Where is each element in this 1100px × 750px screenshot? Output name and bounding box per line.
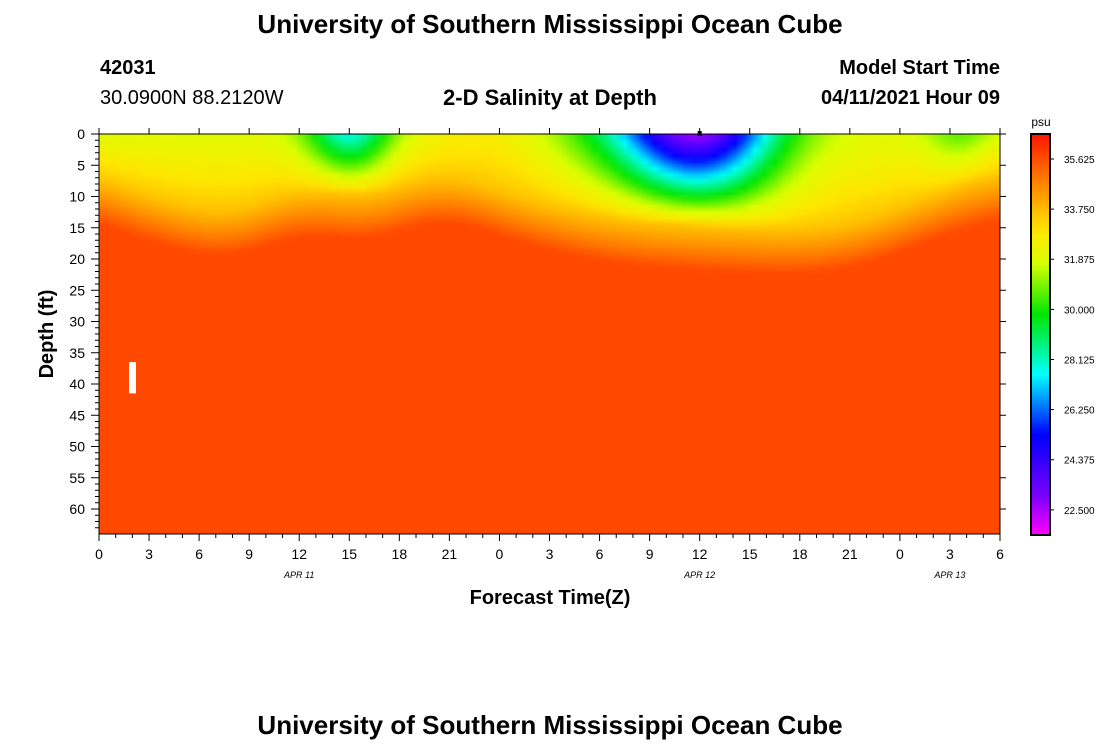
y-tick-label: 15 <box>69 220 85 236</box>
x-tick-label: 15 <box>341 546 357 562</box>
model-start-label: Model Start Time <box>839 57 1000 79</box>
x-tick-label: 6 <box>195 546 203 562</box>
colorbar-unit: psu <box>1031 115 1050 129</box>
colorbar-tick-label: 28.125 <box>1064 355 1095 366</box>
x-tick-label: 18 <box>392 546 408 562</box>
x-tick-label: 21 <box>842 546 858 562</box>
x-tick-label: 3 <box>546 546 554 562</box>
x-tick-label: 3 <box>145 546 153 562</box>
y-tick-label: 55 <box>69 470 85 486</box>
x-tick-label: 21 <box>442 546 458 562</box>
model-start-time: 04/11/2021 Hour 09 <box>820 87 1000 109</box>
y-tick-label: 30 <box>69 314 85 330</box>
x-tick-label: 6 <box>996 546 1004 562</box>
colorbar <box>1030 133 1051 536</box>
colorbar-tick-label: 22.500 <box>1064 506 1095 517</box>
y-tick-label: 60 <box>69 501 85 517</box>
station-id: 42031 <box>100 57 156 79</box>
y-tick-label: 0 <box>77 126 85 142</box>
x-tick-label: 0 <box>896 546 904 562</box>
salinity-heatmap <box>99 134 1000 534</box>
y-tick-label: 50 <box>69 439 85 455</box>
y-axis-label: Depth (ft) <box>36 290 58 379</box>
date-label: APR 12 <box>683 570 715 580</box>
x-tick-label: 18 <box>792 546 808 562</box>
y-tick-label: 20 <box>69 251 85 267</box>
colorbar-tick-label: 33.750 <box>1064 205 1095 216</box>
x-tick-label: 12 <box>692 546 708 562</box>
y-tick-label: 35 <box>69 345 85 361</box>
y-tick-label: 25 <box>69 282 85 298</box>
y-tick-label: 5 <box>77 157 85 173</box>
date-label: APR 13 <box>933 570 965 580</box>
footer-title: University of Southern Mississippi Ocean… <box>257 710 843 740</box>
station-location: 30.0900N 88.2120W <box>100 87 284 109</box>
x-tick-label: 3 <box>946 546 954 562</box>
colorbar-tick-label: 31.875 <box>1064 255 1095 266</box>
x-tick-label: 9 <box>646 546 654 562</box>
x-tick-label: 15 <box>742 546 758 562</box>
y-tick-label: 10 <box>69 189 85 205</box>
x-tick-label: 12 <box>291 546 307 562</box>
y-tick-label: 45 <box>69 407 85 423</box>
depth-marker <box>129 362 136 394</box>
date-label: APR 11 <box>283 570 314 580</box>
plot-title: 2-D Salinity at Depth <box>443 85 657 110</box>
x-tick-label: 6 <box>596 546 604 562</box>
colorbar-tick-label: 35.625 <box>1064 155 1095 166</box>
x-tick-label: 0 <box>95 546 103 562</box>
colorbar-tick-label: 24.375 <box>1064 456 1095 467</box>
colorbar-tick-label: 30.000 <box>1064 305 1095 316</box>
x-tick-label: 9 <box>245 546 253 562</box>
x-axis-label: Forecast Time(Z) <box>470 587 631 609</box>
colorbar-tick-label: 26.250 <box>1064 406 1095 417</box>
page-title: University of Southern Mississippi Ocean… <box>257 9 843 39</box>
x-tick-label: 0 <box>496 546 504 562</box>
y-tick-label: 40 <box>69 376 85 392</box>
